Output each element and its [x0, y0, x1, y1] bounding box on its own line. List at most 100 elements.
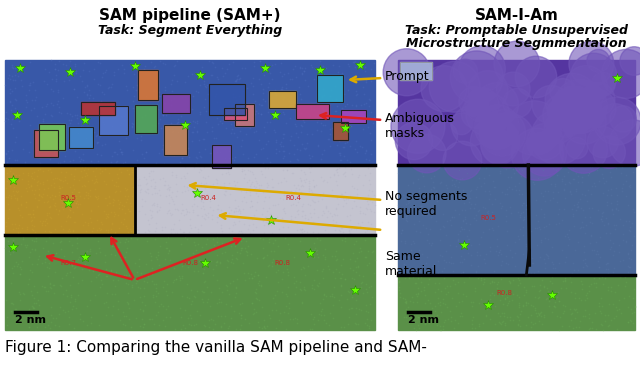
Point	[451, 190, 461, 196]
Point	[195, 111, 205, 117]
Point	[550, 264, 560, 270]
Point	[474, 241, 484, 247]
Point	[54, 183, 65, 189]
Point	[119, 272, 129, 278]
Point	[249, 58, 259, 64]
Point	[328, 315, 338, 321]
Point	[441, 248, 451, 254]
Point	[328, 302, 338, 308]
Point	[54, 185, 64, 191]
Point	[78, 157, 88, 163]
Point	[122, 186, 132, 192]
Point	[33, 232, 44, 238]
Point	[127, 169, 137, 175]
Point	[83, 192, 93, 198]
Point	[343, 127, 353, 133]
Point	[180, 94, 190, 100]
Point	[140, 230, 150, 235]
Point	[151, 312, 161, 318]
Point	[183, 187, 193, 193]
Point	[211, 231, 221, 237]
Point	[582, 295, 592, 301]
Point	[68, 209, 78, 215]
Point	[203, 214, 213, 219]
Point	[426, 240, 436, 246]
Point	[246, 271, 256, 277]
Point	[116, 121, 127, 126]
Point	[103, 211, 113, 217]
Point	[190, 294, 200, 300]
Point	[325, 174, 335, 180]
Point	[67, 199, 77, 205]
Point	[260, 194, 271, 200]
Point	[309, 183, 319, 189]
Point	[18, 290, 28, 296]
Point	[21, 104, 31, 110]
Point	[154, 89, 164, 95]
Point	[248, 129, 259, 135]
Point	[234, 218, 244, 224]
Point	[29, 129, 39, 135]
Point	[221, 287, 232, 293]
Point	[589, 247, 599, 253]
Point	[500, 322, 510, 328]
Point	[111, 159, 121, 165]
Point	[258, 90, 268, 96]
Point	[486, 209, 497, 215]
Point	[214, 299, 224, 305]
Point	[161, 306, 171, 312]
Point	[594, 275, 604, 281]
Point	[563, 242, 573, 248]
Point	[188, 203, 198, 209]
Point	[509, 263, 520, 269]
Point	[72, 292, 83, 298]
Point	[51, 72, 61, 78]
Point	[541, 223, 551, 229]
Point	[243, 226, 253, 232]
Point	[468, 299, 478, 305]
Point	[58, 206, 68, 212]
Point	[269, 248, 280, 254]
Point	[608, 301, 618, 307]
Point	[351, 321, 361, 327]
Point	[117, 206, 127, 212]
Point	[268, 295, 278, 301]
Point	[182, 209, 192, 215]
Point	[289, 274, 300, 280]
Point	[348, 267, 358, 273]
Point	[245, 182, 255, 187]
Point	[58, 178, 68, 184]
Point	[366, 137, 376, 143]
Point	[239, 245, 250, 251]
Point	[208, 236, 218, 242]
Point	[321, 65, 331, 71]
Bar	[34, 130, 58, 157]
Point	[239, 171, 250, 177]
Point	[602, 192, 612, 198]
Point	[518, 224, 528, 230]
Point	[230, 94, 240, 100]
Point	[520, 272, 531, 278]
Point	[570, 247, 580, 253]
Point	[313, 283, 323, 289]
Point	[580, 313, 591, 319]
Point	[242, 85, 252, 91]
Point	[44, 203, 54, 209]
Point	[450, 317, 460, 323]
Point	[195, 82, 205, 88]
Point	[499, 310, 509, 316]
Point	[472, 184, 482, 190]
Point	[261, 141, 271, 147]
Point	[297, 226, 307, 232]
Point	[119, 70, 129, 76]
Point	[396, 230, 406, 236]
Point	[242, 252, 252, 258]
Point	[564, 274, 575, 280]
Point	[401, 213, 411, 219]
Point	[102, 202, 112, 208]
Point	[115, 317, 125, 323]
Point	[6, 102, 17, 108]
Point	[92, 227, 102, 232]
Point	[95, 166, 105, 172]
Point	[208, 272, 218, 278]
